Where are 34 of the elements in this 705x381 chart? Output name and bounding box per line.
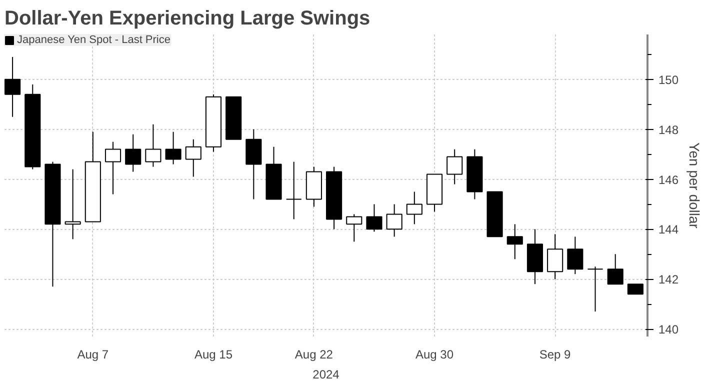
candlestick: [145, 124, 162, 168]
y-tick-label: 144: [658, 222, 679, 237]
x-tick-label: Aug 15: [194, 348, 233, 362]
y-tick-label: 146: [658, 172, 679, 187]
candlestick: [64, 168, 81, 240]
candlestick: [286, 161, 302, 220]
x-tick-label: Sep 9: [539, 348, 572, 362]
y-axis-title: Yen per dollar: [686, 142, 703, 229]
candlestick: [4, 56, 21, 118]
chart-title: Dollar-Yen Experiencing Large Swings: [4, 8, 370, 30]
y-tick-label: 142: [658, 272, 679, 287]
y-tick-label: 140: [658, 322, 679, 337]
legend-label: Japanese Yen Spot - Last Price: [17, 34, 170, 46]
candlestick: [567, 236, 584, 275]
y-tick-label: 148: [658, 122, 679, 137]
x-axis-title: 2024: [312, 368, 340, 381]
candlestick: [607, 254, 624, 285]
candlestick: [165, 131, 182, 165]
candlestick: [185, 138, 202, 178]
candlestick: [346, 214, 362, 242]
candlestick: [406, 191, 422, 225]
candlestick: [386, 204, 402, 238]
x-tick-label: Aug 30: [415, 348, 454, 362]
y-tick-label: 150: [658, 72, 679, 87]
candlestick: [627, 284, 644, 295]
candlestick: [125, 134, 142, 172]
candlestick: [104, 141, 122, 195]
candlestick: [506, 224, 523, 260]
candlestick: [366, 204, 382, 232]
candlestick: [547, 234, 564, 280]
x-tick-label: Aug 7: [77, 348, 109, 362]
x-tick-label: Aug 22: [294, 348, 334, 362]
candlestick: [587, 266, 604, 312]
candlestick: [446, 148, 463, 185]
